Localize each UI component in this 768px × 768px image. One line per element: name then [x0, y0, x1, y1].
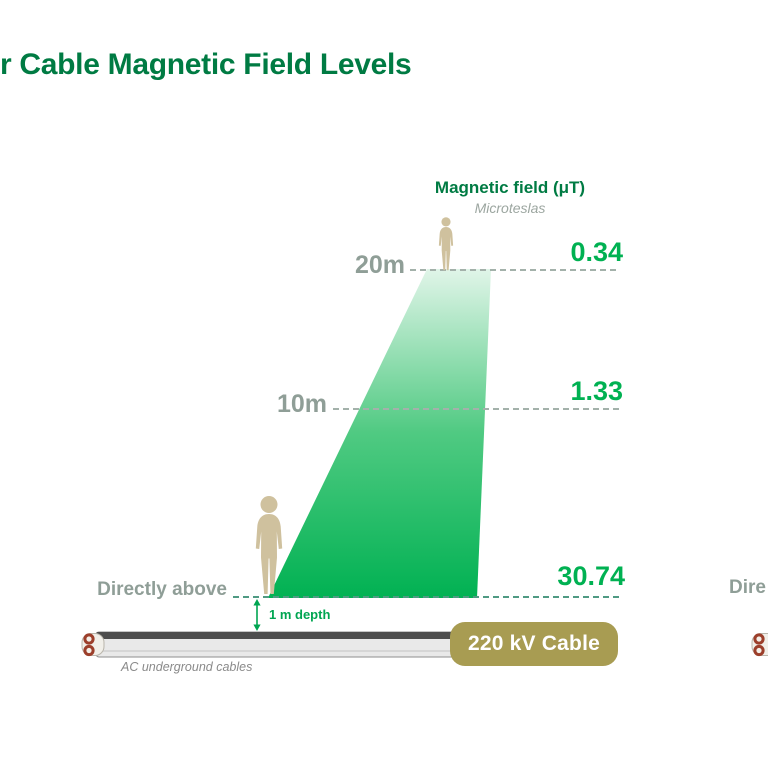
cable-badge-label: 220 kV Cable	[468, 632, 600, 655]
field-value-20m: 0.34	[570, 237, 623, 267]
axis-title: Magnetic field (μT)	[434, 178, 586, 197]
axis-subtitle: Microteslas	[474, 200, 546, 216]
depth-arrow-icon	[253, 599, 261, 631]
underground-cable	[81, 631, 463, 658]
right-cable-partial	[751, 633, 768, 657]
distance-label-10m: 10m	[276, 390, 327, 418]
depth-label: 1 m depth	[269, 607, 331, 622]
field-value-directly-above: 30.74	[557, 561, 625, 591]
cable-badge: 220 kV Cable	[450, 622, 618, 666]
right-panel-partial-label: Dire	[729, 577, 766, 598]
field-beam	[268, 269, 491, 598]
field-value-10m: 1.33	[570, 376, 623, 406]
page-title: r Cable Magnetic Field Levels	[0, 48, 412, 81]
cable-caption: AC underground cables	[121, 660, 253, 674]
distance-label-20m: 20m	[354, 251, 405, 279]
distance-label-directly-above: Directly above	[97, 579, 227, 600]
person-figure-20m	[438, 217, 454, 271]
